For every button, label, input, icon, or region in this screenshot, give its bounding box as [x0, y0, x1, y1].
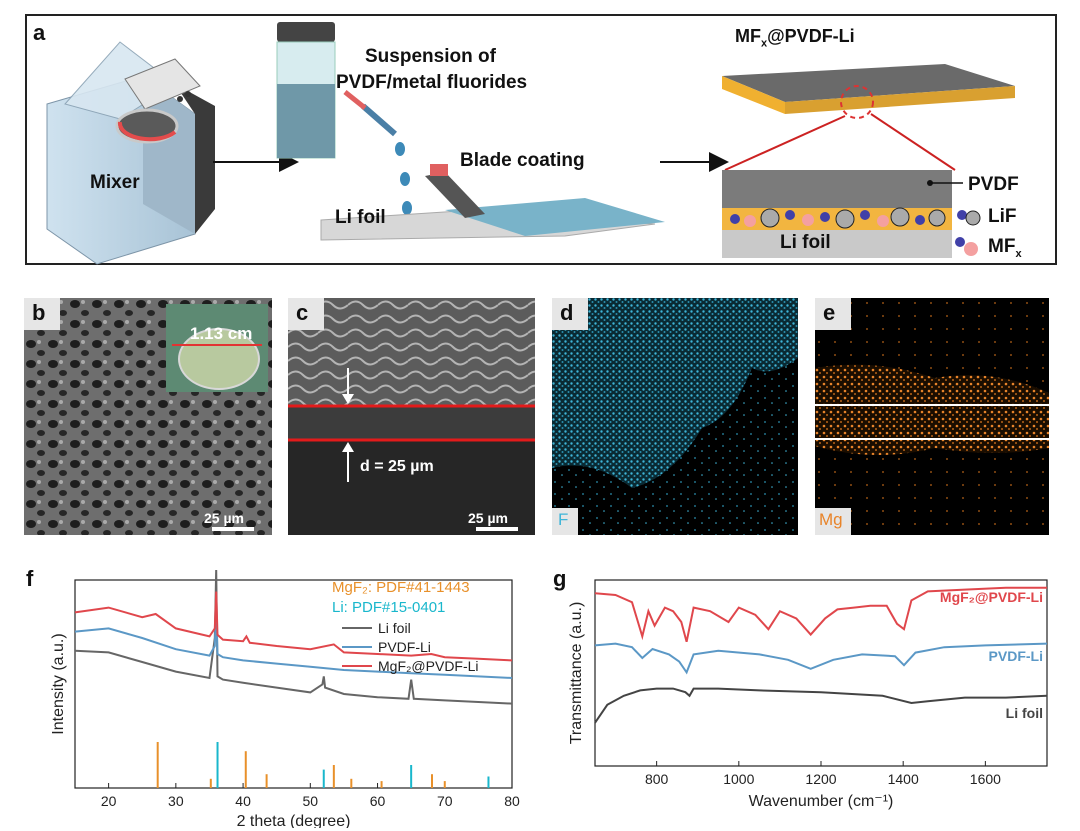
plot-frame	[74, 579, 513, 789]
panel-f-letter: f	[26, 566, 34, 591]
x-tick-label: 80	[504, 793, 520, 809]
legend-label-1: PVDF-Li	[378, 639, 431, 655]
mfx-label: MFx	[988, 236, 1022, 260]
x-tick-label: 1200	[805, 771, 836, 787]
panel-e-label: e	[815, 298, 851, 330]
scale-text-c: 25 µm	[468, 510, 508, 526]
sem-image-b: 1.13 cm 25 µm	[24, 298, 272, 535]
x-tick-label: 50	[303, 793, 319, 809]
legend-label-0: Li foil	[378, 620, 411, 636]
product-title: MFx@PVDF-Li	[735, 26, 855, 50]
inset-photo: 1.13 cm	[166, 304, 268, 392]
panel-a-letter: a	[33, 20, 46, 45]
xrd-chart: 20 30 40 50 60 70 80 2 theta (degree) Intensity …	[50, 570, 520, 828]
x-tick-label: 70	[437, 793, 453, 809]
cross-section	[722, 170, 981, 258]
element-tag-mg: Mg	[815, 508, 851, 535]
cross-section-texture	[288, 298, 535, 535]
panel-g-letter: g	[553, 566, 567, 591]
blade-coating-label: Blade coating	[460, 150, 585, 171]
lif-label: LiF	[988, 206, 1017, 227]
ref-legend-text-1: Li: PDF#15-0401	[332, 599, 445, 616]
x-axis-title: 2 theta (degree)	[237, 813, 351, 828]
x-tick-label: 30	[168, 793, 184, 809]
series-label-1: PVDF-Li	[989, 648, 1043, 664]
disc	[178, 328, 260, 390]
panel-b-label: b	[24, 298, 60, 330]
product-sheet	[722, 64, 1015, 171]
series-line-2	[74, 591, 513, 662]
series-label-0: MgF₂@PVDF-Li	[940, 589, 1043, 605]
vial-illustration	[276, 22, 336, 159]
x-tick-label: 20	[101, 793, 117, 809]
x-tick-label: 60	[370, 793, 386, 809]
zoom-li-foil-label: Li foil	[780, 232, 831, 253]
series-line-0	[74, 570, 513, 705]
inset-dimension: 1.13 cm	[190, 324, 253, 343]
panel-c-label: c	[288, 298, 324, 330]
inset-measure-line	[172, 344, 262, 346]
mixer-illustration	[46, 41, 215, 265]
series-label-2: Li foil	[1006, 705, 1043, 721]
x-tick-label: 40	[235, 793, 251, 809]
coating-illustration	[320, 164, 665, 241]
ftir-chart: 800 1000 1200 1400 1600 Wavenumber (cm⁻¹) Tran…	[568, 579, 1048, 810]
eds-map-f: F	[552, 298, 798, 535]
scale-bar-c	[476, 527, 518, 531]
x-tick-label: 1600	[970, 771, 1001, 787]
fluorine-map	[552, 298, 798, 535]
magnesium-map	[815, 298, 1049, 535]
x-axis-title: Wavenumber (cm⁻¹)	[749, 793, 894, 810]
pvdf-label: PVDF	[968, 174, 1019, 195]
series-line-2	[594, 687, 1048, 724]
thickness-label: d = 25 µm	[360, 458, 434, 475]
li-foil-label: Li foil	[335, 207, 386, 228]
eds-map-mg: Mg	[815, 298, 1049, 535]
pipette-illustration	[343, 90, 412, 215]
sem-image-c: d = 25 µm 25 µm	[288, 298, 535, 535]
mixer-label: Mixer	[90, 172, 140, 193]
x-tick-label: 800	[645, 771, 669, 787]
series-line-1	[74, 605, 513, 679]
scheme-drawing	[46, 22, 1015, 265]
x-tick-label: 1000	[723, 771, 754, 787]
x-tick-label: 1400	[888, 771, 919, 787]
ref-legend-text-0: MgF₂: PDF#41-1443	[332, 579, 470, 596]
scheme-frame	[25, 14, 1057, 265]
series-line-1	[594, 642, 1048, 675]
element-tag-f: F	[552, 508, 578, 535]
plot-frame	[594, 579, 1048, 767]
series-line-0	[594, 586, 1047, 643]
suspension-label-line2: PVDF/metal fluorides	[336, 72, 528, 93]
suspension-label-line1: Suspension of	[365, 46, 496, 67]
y-axis-title: Transmittance (a.u.)	[568, 602, 585, 745]
legend-label-2: MgF₂@PVDF-Li	[378, 658, 479, 674]
scale-text-b: 25 µm	[204, 510, 244, 526]
scale-bar-b	[212, 527, 254, 531]
panel-d-label: d	[552, 298, 588, 330]
y-axis-title: Intensity (a.u.)	[50, 633, 67, 734]
